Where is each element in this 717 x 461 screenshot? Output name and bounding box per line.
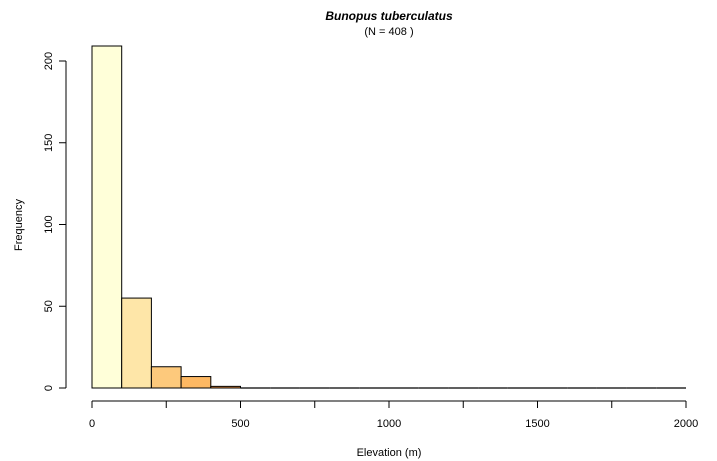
histogram-bar-4 (210, 385, 242, 389)
y-tick-label-0: 0 (43, 385, 55, 391)
y-axis-label: Frequency (13, 199, 25, 251)
histogram-bar-0 (91, 45, 123, 389)
y-tick-label-4: 200 (43, 52, 55, 70)
histogram-bar-3 (180, 376, 212, 389)
histogram-bar-2 (150, 366, 182, 389)
y-tick-label-2: 100 (43, 215, 55, 233)
histogram-bar-1 (121, 297, 152, 389)
x-axis-label: Elevation (m) (357, 447, 422, 459)
y-tick-label-1: 50 (43, 300, 55, 312)
x-tick-label-2: 1000 (377, 418, 401, 430)
chart-subtitle: (N = 408 ) (364, 26, 413, 38)
histogram-bars (91, 45, 686, 389)
x-axis: 0 500 1000 1500 2000 (89, 400, 698, 430)
x-tick-label-3: 1500 (525, 418, 549, 430)
chart-title: Bunopus tuberculatus (325, 9, 453, 23)
x-tick-label-4: 2000 (674, 418, 698, 430)
x-tick-label-1: 500 (231, 418, 249, 430)
y-tick-label-3: 150 (43, 134, 55, 152)
x-tick-label-0: 0 (89, 418, 95, 430)
y-axis: 0 50 100 150 200 (43, 52, 67, 391)
